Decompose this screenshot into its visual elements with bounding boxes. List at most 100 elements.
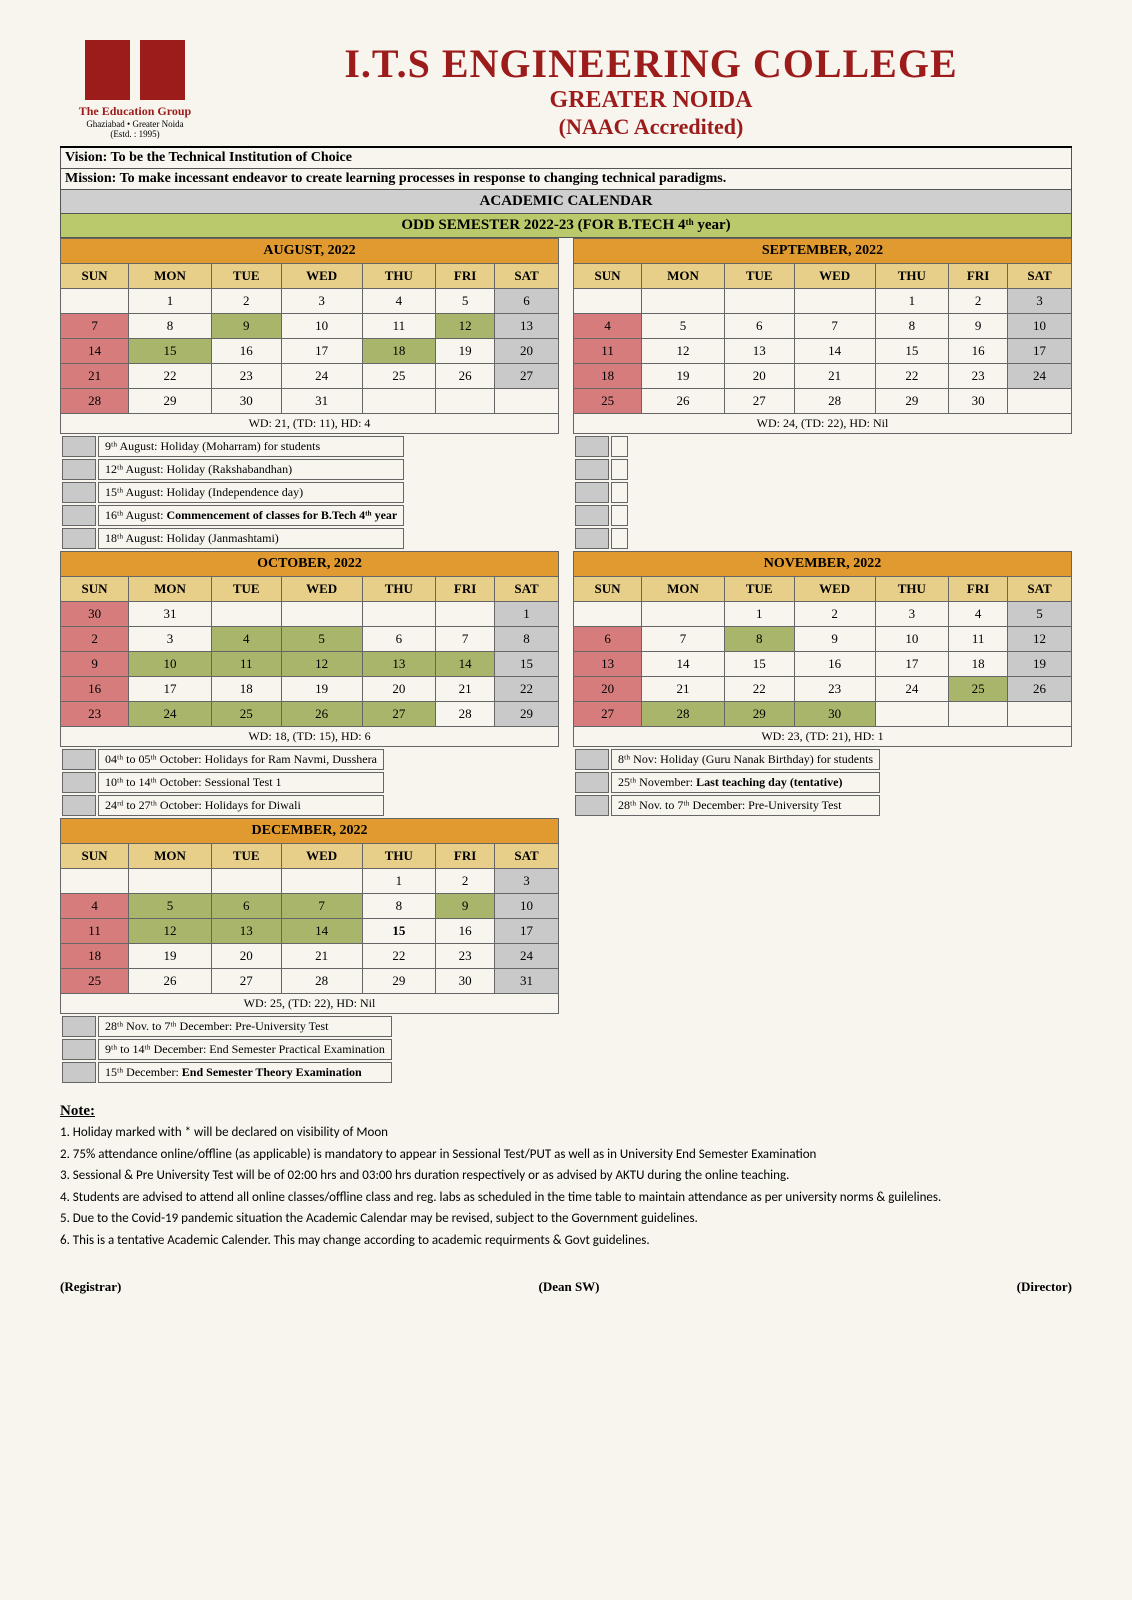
cal-cell: 9 (61, 652, 129, 677)
event-lead (575, 749, 609, 770)
month-nov: NOVEMBER, 2022SUNMONTUEWEDTHUFRISAT12345… (573, 551, 1072, 727)
events-table: 9ᵗʰ August: Holiday (Moharram) for stude… (60, 434, 406, 551)
month-title: NOVEMBER, 2022 (574, 552, 1072, 577)
event-lead (62, 436, 96, 457)
event-text: 8ᵗʰ Nov: Holiday (Guru Nanak Birthday) f… (611, 749, 880, 770)
cal-cell: 1 (875, 289, 949, 314)
day-header: THU (875, 264, 949, 289)
cal-cell: 23 (794, 677, 875, 702)
day-header: THU (875, 577, 949, 602)
cal-cell: 7 (436, 627, 495, 652)
event-text (611, 528, 628, 549)
cal-cell: 11 (61, 919, 129, 944)
cal-cell: 10 (875, 627, 949, 652)
cal-cell: 1 (362, 869, 436, 894)
event-lead (62, 1016, 96, 1037)
cal-cell (642, 602, 725, 627)
month-oct: OCTOBER, 2022SUNMONTUEWEDTHUFRISAT303112… (60, 551, 559, 727)
day-header: MON (642, 264, 725, 289)
cal-cell: 4 (362, 289, 436, 314)
cal-cell: 2 (949, 289, 1008, 314)
note-line: 1. Holiday marked with * will be declare… (60, 1124, 1072, 1142)
cal-cell: 9 (794, 627, 875, 652)
sig-registrar: (Registrar) (60, 1279, 121, 1295)
cal-cell: 9 (949, 314, 1008, 339)
cal-cell: 10 (281, 314, 362, 339)
event-text (611, 482, 628, 503)
cal-cell (794, 289, 875, 314)
events-table: 04ᵗʰ to 05ᵗʰ October: Holidays for Ram N… (60, 747, 386, 818)
cal-cell: 8 (724, 627, 794, 652)
day-header: SAT (1008, 264, 1072, 289)
cal-cell: 12 (1008, 627, 1072, 652)
sig-dean: (Dean SW) (538, 1279, 599, 1295)
day-header: MON (129, 844, 212, 869)
cal-cell: 24 (129, 702, 212, 727)
cal-cell (574, 602, 642, 627)
cal-cell: 26 (129, 969, 212, 994)
cal-cell (281, 869, 362, 894)
day-header: FRI (436, 577, 495, 602)
event-text (611, 436, 628, 457)
event-lead (575, 772, 609, 793)
cal-cell: 16 (794, 652, 875, 677)
event-text (611, 505, 628, 526)
day-header: MON (129, 577, 212, 602)
title-block: I.T.S ENGINEERING COLLEGE GREATER NOIDA … (230, 40, 1072, 140)
cal-cell: 18 (211, 677, 281, 702)
event-lead (62, 459, 96, 480)
cal-cell: 15 (129, 339, 212, 364)
cal-cell (61, 289, 129, 314)
cal-cell: 14 (436, 652, 495, 677)
day-header: FRI (436, 844, 495, 869)
cal-cell: 28 (61, 389, 129, 414)
cal-cell: 5 (1008, 602, 1072, 627)
cal-cell: 8 (495, 627, 559, 652)
cal-cell: 3 (875, 602, 949, 627)
cal-cell: 1 (495, 602, 559, 627)
cal-cell: 5 (642, 314, 725, 339)
cal-cell: 19 (436, 339, 495, 364)
cal-cell: 31 (495, 969, 559, 994)
signatures: (Registrar) (Dean SW) (Director) (60, 1279, 1072, 1295)
day-header: SAT (1008, 577, 1072, 602)
cal-cell: 23 (61, 702, 129, 727)
event-text: 04ᵗʰ to 05ᵗʰ October: Holidays for Ram N… (98, 749, 384, 770)
cal-cell: 23 (211, 364, 281, 389)
day-header: TUE (211, 264, 281, 289)
cal-cell: 26 (281, 702, 362, 727)
cal-cell (211, 869, 281, 894)
wd-summary: WD: 24, (TD: 22), HD: Nil (573, 414, 1072, 434)
cal-cell: 12 (642, 339, 725, 364)
cal-cell: 5 (129, 894, 212, 919)
cal-cell: 22 (875, 364, 949, 389)
logo-tag2: Ghaziabad • Greater Noida (60, 119, 210, 129)
event-text (611, 459, 628, 480)
cal-cell: 13 (495, 314, 559, 339)
cal-cell: 24 (1008, 364, 1072, 389)
logo-icon (85, 40, 185, 100)
month-title: OCTOBER, 2022 (61, 552, 559, 577)
event-lead (62, 505, 96, 526)
events-table: 28ᵗʰ Nov. to 7ᵗʰ December: Pre-Universit… (60, 1014, 394, 1085)
month-aug: AUGUST, 2022SUNMONTUEWEDTHUFRISAT1234567… (60, 238, 559, 414)
cal-cell: 18 (362, 339, 436, 364)
cal-cell: 30 (211, 389, 281, 414)
cal-cell: 20 (724, 364, 794, 389)
cal-cell: 22 (129, 364, 212, 389)
cal-cell (1008, 702, 1072, 727)
note-line: 4. Students are advised to attend all on… (60, 1189, 1072, 1207)
cal-cell: 9 (211, 314, 281, 339)
cal-cell: 15 (362, 919, 436, 944)
event-lead (575, 528, 609, 549)
cal-cell: 4 (211, 627, 281, 652)
event-text: 18ᵗʰ August: Holiday (Janmashtami) (98, 528, 404, 549)
cal-cell: 29 (875, 389, 949, 414)
cal-cell: 2 (794, 602, 875, 627)
cal-cell: 10 (495, 894, 559, 919)
day-header: SAT (495, 577, 559, 602)
cal-cell: 19 (642, 364, 725, 389)
logo-block: The Education Group Ghaziabad • Greater … (60, 40, 210, 139)
day-header: SUN (61, 264, 129, 289)
cal-cell: 1 (724, 602, 794, 627)
